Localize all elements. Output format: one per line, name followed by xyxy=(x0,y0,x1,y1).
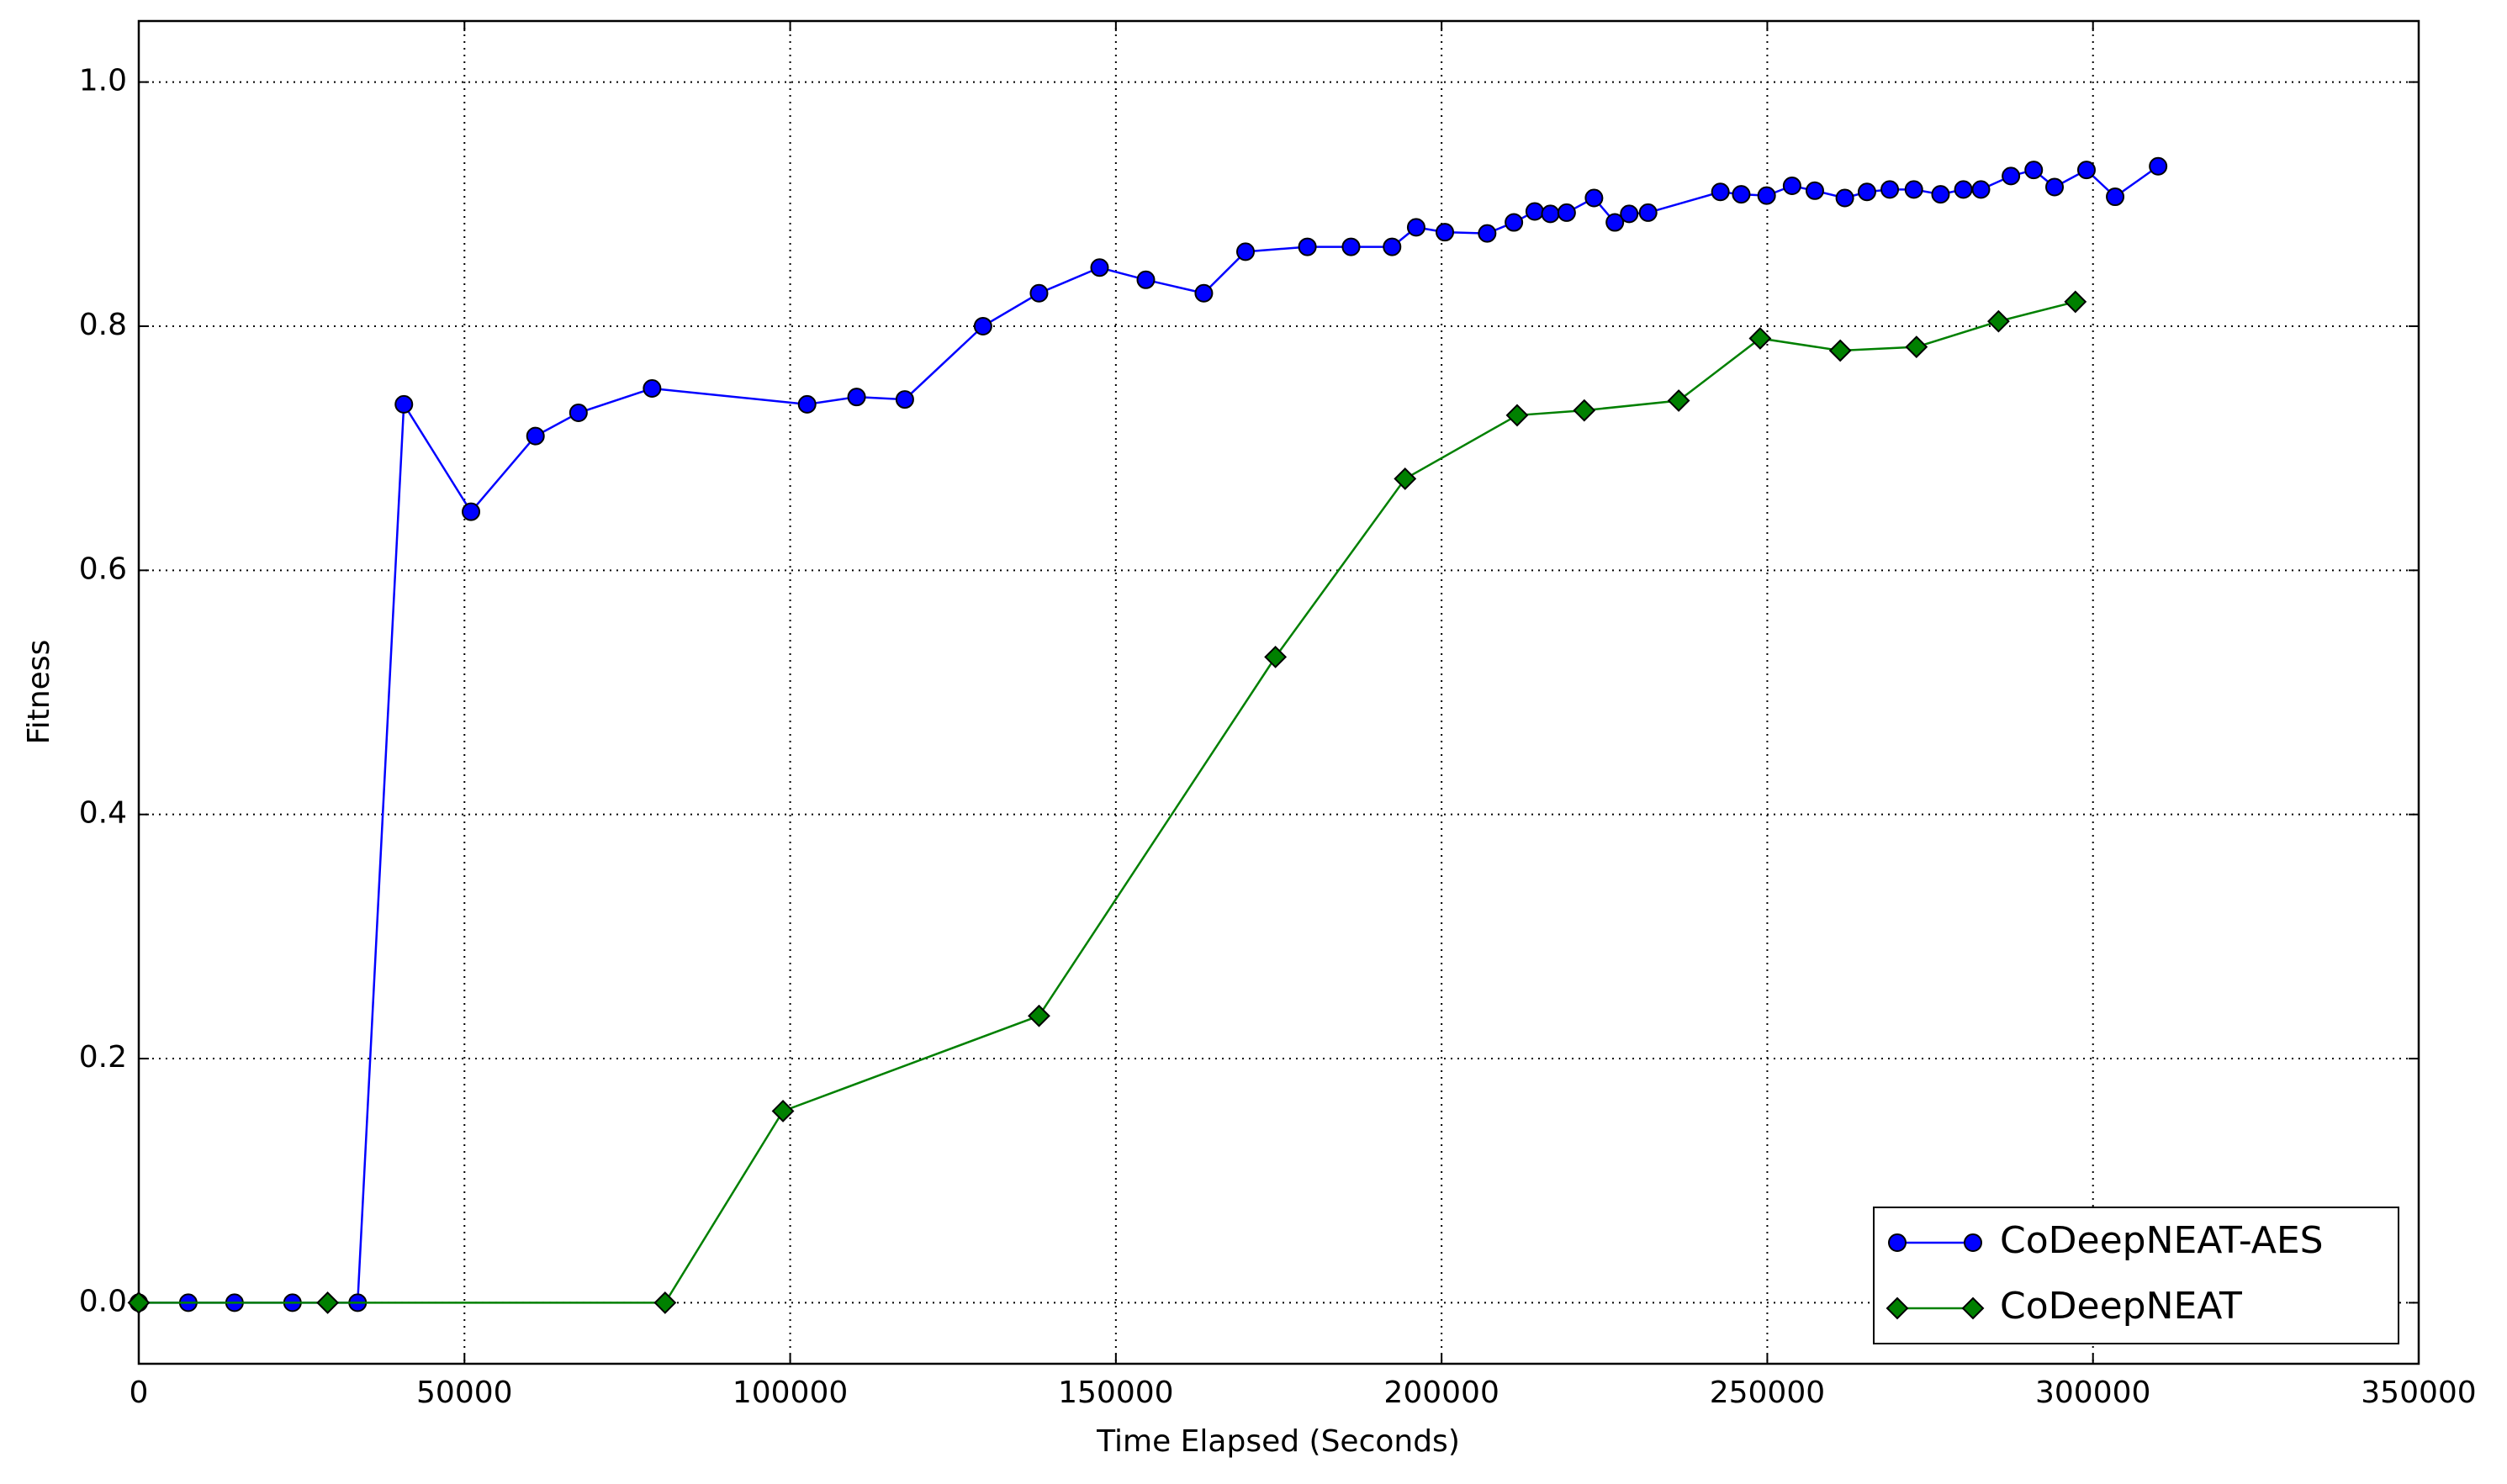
marker xyxy=(1298,237,1317,256)
marker xyxy=(1954,180,1973,199)
marker xyxy=(1383,237,1402,256)
marker xyxy=(973,316,992,335)
marker xyxy=(1805,181,1824,200)
x-tick-label: 250000 xyxy=(1710,1376,1825,1410)
marker xyxy=(847,388,866,407)
marker xyxy=(1880,180,1900,199)
x-tick-label: 50000 xyxy=(416,1376,513,1410)
marker xyxy=(127,1291,151,1314)
y-axis-label: Fitness xyxy=(22,640,56,745)
marker xyxy=(1264,645,1288,668)
legend-marker xyxy=(1888,1233,1907,1252)
marker xyxy=(643,378,662,398)
marker xyxy=(569,404,588,423)
marker xyxy=(1638,203,1658,222)
marker xyxy=(1394,467,1417,490)
marker xyxy=(1971,180,1991,199)
series-line xyxy=(139,165,2159,1304)
marker xyxy=(1505,213,1524,232)
marker xyxy=(2002,166,2021,186)
marker xyxy=(1028,1004,1050,1027)
y-tick-label: 0.4 xyxy=(79,796,127,831)
marker xyxy=(1931,185,1950,204)
marker xyxy=(1436,223,1455,242)
marker xyxy=(1478,224,1497,243)
marker xyxy=(1835,188,1854,208)
marker xyxy=(1732,185,1751,204)
marker xyxy=(2024,161,2044,180)
marker xyxy=(1194,283,1214,303)
marker xyxy=(526,426,545,446)
legend-marker xyxy=(1964,1233,1982,1252)
y-tick-label: 0.8 xyxy=(79,308,127,342)
marker xyxy=(1525,202,1544,221)
marker xyxy=(2076,161,2096,180)
marker xyxy=(2149,156,2168,176)
marker xyxy=(394,394,414,414)
marker xyxy=(1782,176,1801,195)
marker xyxy=(1029,283,1049,303)
marker xyxy=(1406,218,1425,237)
marker xyxy=(1573,399,1596,422)
marker xyxy=(1757,186,1776,205)
series-line xyxy=(139,300,2076,1304)
marker xyxy=(1136,270,1156,289)
x-tick-label: 300000 xyxy=(2035,1376,2150,1410)
marker xyxy=(2045,177,2065,197)
marker xyxy=(1620,204,1639,224)
plot-frame xyxy=(137,19,2420,1365)
legend-label: CoDeepNEAT xyxy=(2000,1285,2242,1328)
marker xyxy=(1505,404,1529,427)
marker xyxy=(316,1291,340,1314)
marker xyxy=(1986,309,2010,333)
x-tick-label: 150000 xyxy=(1058,1376,1173,1410)
y-tick-label: 0.6 xyxy=(79,552,127,586)
marker xyxy=(797,394,817,414)
marker xyxy=(1605,213,1625,232)
x-tick-label: 0 xyxy=(130,1376,149,1410)
x-tick-label: 200000 xyxy=(1383,1376,1499,1410)
marker xyxy=(895,390,914,409)
marker xyxy=(1711,182,1730,202)
marker xyxy=(1748,327,1772,350)
x-axis-label: Time Elapsed (Seconds) xyxy=(1096,1424,1460,1459)
marker xyxy=(771,1100,795,1122)
marker xyxy=(462,502,481,521)
marker xyxy=(1667,389,1690,412)
marker xyxy=(1828,339,1852,362)
marker xyxy=(1541,204,1560,224)
marker xyxy=(1341,237,1361,256)
y-tick-label: 0.2 xyxy=(79,1040,127,1075)
x-tick-label: 350000 xyxy=(2361,1376,2476,1410)
marker xyxy=(653,1291,677,1314)
legend-marker xyxy=(1886,1297,1909,1320)
y-tick-label: 0.0 xyxy=(79,1284,127,1318)
marker xyxy=(1905,335,1928,359)
legend-label: CoDeepNEAT-AES xyxy=(2000,1219,2324,1262)
marker xyxy=(2064,290,2087,314)
marker xyxy=(1557,203,1576,222)
marker xyxy=(1857,182,1876,202)
legend-marker xyxy=(1961,1297,1985,1320)
y-tick-label: 1.0 xyxy=(79,64,127,98)
marker xyxy=(1235,242,1255,261)
marker xyxy=(1584,188,1604,208)
marker xyxy=(1090,258,1109,277)
marker xyxy=(2106,187,2125,207)
marker xyxy=(1904,180,1923,199)
x-tick-label: 100000 xyxy=(733,1376,848,1410)
legend-box xyxy=(1873,1207,2399,1344)
